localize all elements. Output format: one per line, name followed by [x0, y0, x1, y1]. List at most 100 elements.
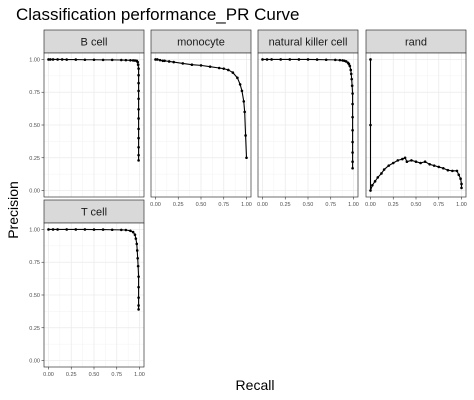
data-point	[376, 176, 380, 179]
data-point	[432, 164, 436, 167]
data-point	[129, 58, 132, 62]
data-point	[351, 140, 354, 144]
data-point	[47, 228, 50, 231]
data-point	[410, 159, 413, 162]
x-tick-label: 0.25	[280, 202, 291, 208]
data-point	[369, 189, 372, 192]
data-point	[306, 58, 310, 61]
data-point	[190, 63, 194, 67]
data-point	[137, 107, 140, 111]
data-point	[297, 58, 301, 61]
data-point	[137, 296, 140, 299]
x-tick-label: 0.50	[411, 202, 422, 208]
data-point	[137, 73, 140, 77]
facet-panel: T cell 0.00 0.25 0.50 0.75 1.00 0.00 0.25 0.50 0.…	[29, 199, 145, 378]
facet-panel: B cell 0.00 0.25 0.50 0.75 1.00	[29, 29, 145, 198]
data-point	[391, 161, 395, 165]
data-point	[334, 58, 337, 62]
y-tick-label: 0.00	[29, 189, 40, 195]
data-point	[349, 68, 353, 72]
data-point	[373, 180, 377, 183]
data-point	[244, 134, 247, 137]
data-point	[129, 229, 132, 233]
data-point	[47, 58, 50, 61]
data-point	[172, 60, 175, 64]
x-tick-label: 0.00	[43, 372, 54, 378]
data-point	[344, 60, 348, 63]
x-tick-label: 1.00	[134, 372, 145, 378]
data-point	[208, 65, 212, 68]
data-point	[137, 285, 140, 289]
x-tick-label: 0.75	[325, 202, 336, 208]
data-point	[460, 186, 463, 190]
data-point	[414, 160, 418, 163]
x-tick-label: 0.50	[196, 202, 207, 208]
data-point	[349, 72, 353, 76]
y-tick-label: 0.25	[29, 326, 40, 332]
data-point	[222, 67, 226, 70]
facet-panel: natural killer cell 0.00 0.25 0.50 0.75 1.00	[257, 29, 359, 208]
data-point	[380, 172, 383, 175]
data-point	[51, 58, 55, 61]
data-point	[163, 59, 166, 63]
data-point	[56, 228, 59, 231]
data-point	[351, 166, 354, 170]
data-point	[65, 228, 68, 231]
data-point	[51, 228, 55, 231]
data-point	[133, 233, 137, 237]
data-point	[161, 59, 165, 63]
data-point	[131, 230, 135, 234]
data-point	[60, 58, 64, 61]
data-point	[137, 136, 140, 140]
y-tick-label: 1.00	[29, 227, 40, 233]
data-point	[279, 58, 283, 61]
data-point	[261, 58, 264, 61]
data-point	[167, 60, 171, 63]
data-point	[137, 127, 140, 131]
data-point	[137, 159, 140, 162]
data-point	[236, 76, 239, 80]
x-tick-label: 0.00	[365, 202, 376, 208]
data-point	[405, 160, 409, 163]
data-point	[181, 62, 185, 65]
data-point	[270, 58, 273, 61]
data-point	[401, 157, 404, 161]
data-point	[74, 228, 78, 231]
x-tick-label: 0.25	[66, 372, 77, 378]
data-point	[350, 77, 353, 81]
x-tick-label: 1.00	[456, 202, 467, 208]
data-point	[136, 60, 139, 64]
facet-strip-label: B cell	[81, 37, 108, 49]
data-point	[136, 63, 140, 67]
data-point	[135, 249, 139, 252]
data-point	[65, 58, 68, 61]
data-point	[83, 58, 87, 62]
facet-strip-label: monocyte	[177, 37, 225, 49]
chart-title: Classification performance_PR Curve	[16, 5, 299, 24]
facet-strip-label: natural killer cell	[269, 37, 348, 49]
x-tick-label: 0.50	[89, 372, 100, 378]
series-line	[48, 228, 140, 310]
data-point	[442, 166, 445, 170]
x-tick-label: 1.00	[241, 202, 252, 208]
data-point	[137, 304, 140, 307]
data-point	[324, 58, 328, 62]
y-tick-label: 0.75	[29, 260, 40, 266]
data-point	[446, 168, 450, 172]
data-point	[245, 156, 248, 160]
data-point	[242, 100, 246, 103]
data-point	[338, 58, 342, 62]
data-point	[240, 89, 244, 93]
data-point	[350, 84, 354, 87]
data-point	[92, 58, 96, 62]
data-point	[137, 81, 140, 85]
data-point	[382, 168, 386, 171]
y-tick-label: 0.00	[29, 359, 40, 365]
data-point	[136, 257, 139, 260]
data-point	[428, 163, 431, 166]
y-tick-label: 0.25	[29, 156, 40, 162]
data-point	[348, 64, 352, 68]
data-point	[315, 58, 319, 61]
data-point	[92, 228, 96, 231]
data-point	[403, 156, 407, 160]
